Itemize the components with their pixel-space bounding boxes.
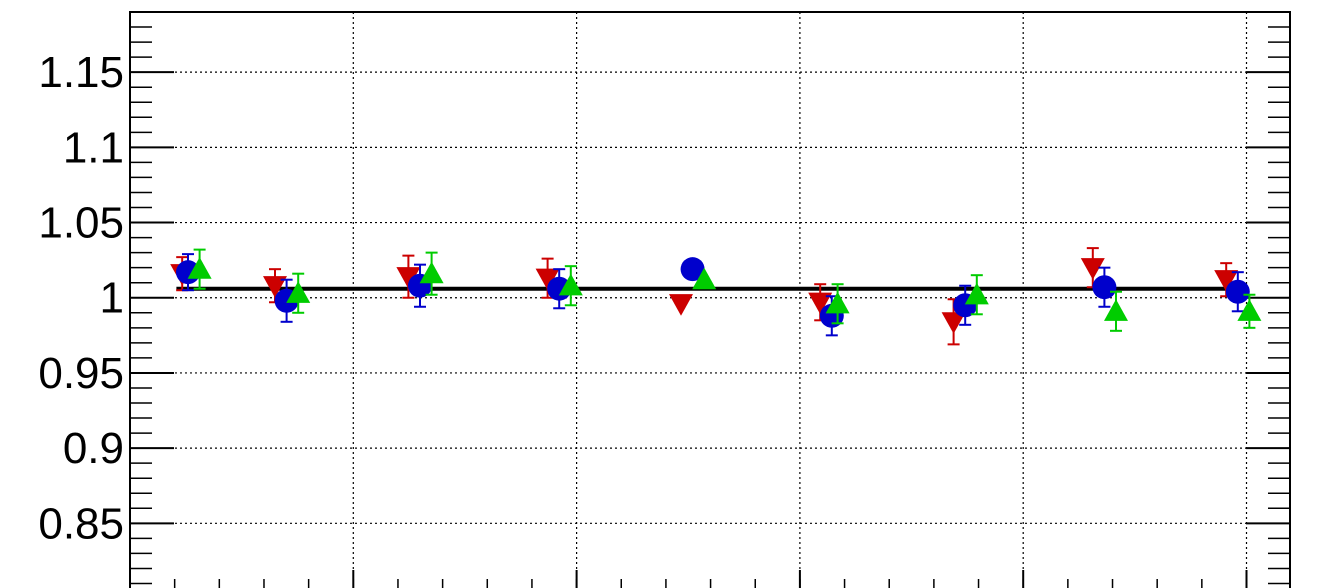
data-point-triangle-down: [669, 294, 693, 316]
data-point-triangle-up: [286, 281, 311, 303]
series-triangle-up: [187, 248, 1262, 332]
grid-lines: [130, 12, 1290, 588]
data-point-circle: [1092, 275, 1117, 300]
data-point-triangle-up: [1237, 299, 1262, 321]
data-series: [170, 247, 1262, 346]
data-point-triangle-down: [1214, 270, 1239, 292]
data-point-triangle-up: [692, 267, 717, 290]
data-point-triangle-up: [558, 273, 583, 296]
axis-ticks: [129, 26, 1290, 588]
y-tick-label: 0.85: [38, 499, 124, 548]
data-point-triangle-up: [419, 261, 444, 284]
data-point-circle: [1225, 279, 1250, 304]
y-tick-label: 1.05: [38, 199, 124, 248]
data-point-triangle-down: [263, 276, 287, 298]
series-triangle-down: [170, 247, 1239, 346]
y-tick-label: 0.95: [38, 349, 124, 398]
data-point-triangle-down: [535, 268, 560, 291]
y-tick-label: 0.9: [63, 424, 124, 473]
data-point-triangle-up: [1104, 299, 1128, 321]
y-tick-label: 1.15: [38, 48, 124, 97]
data-point-triangle-down: [1080, 258, 1105, 280]
y-tick-labels: 0.85 0.9 0.95 1 1.05 1.1 1.15: [38, 48, 124, 548]
data-point-triangle-down: [808, 292, 833, 315]
data-point-triangle-up: [825, 291, 850, 314]
y-tick-label: 1.1: [63, 123, 124, 172]
data-point-circle: [680, 257, 705, 282]
data-point-triangle-down: [396, 267, 421, 289]
y-tick-label: 1: [100, 274, 124, 323]
data-point-triangle-up: [964, 282, 989, 305]
data-point-triangle-down: [941, 312, 966, 334]
data-point-triangle-up: [187, 257, 212, 279]
plot-frame: [129, 11, 1291, 588]
